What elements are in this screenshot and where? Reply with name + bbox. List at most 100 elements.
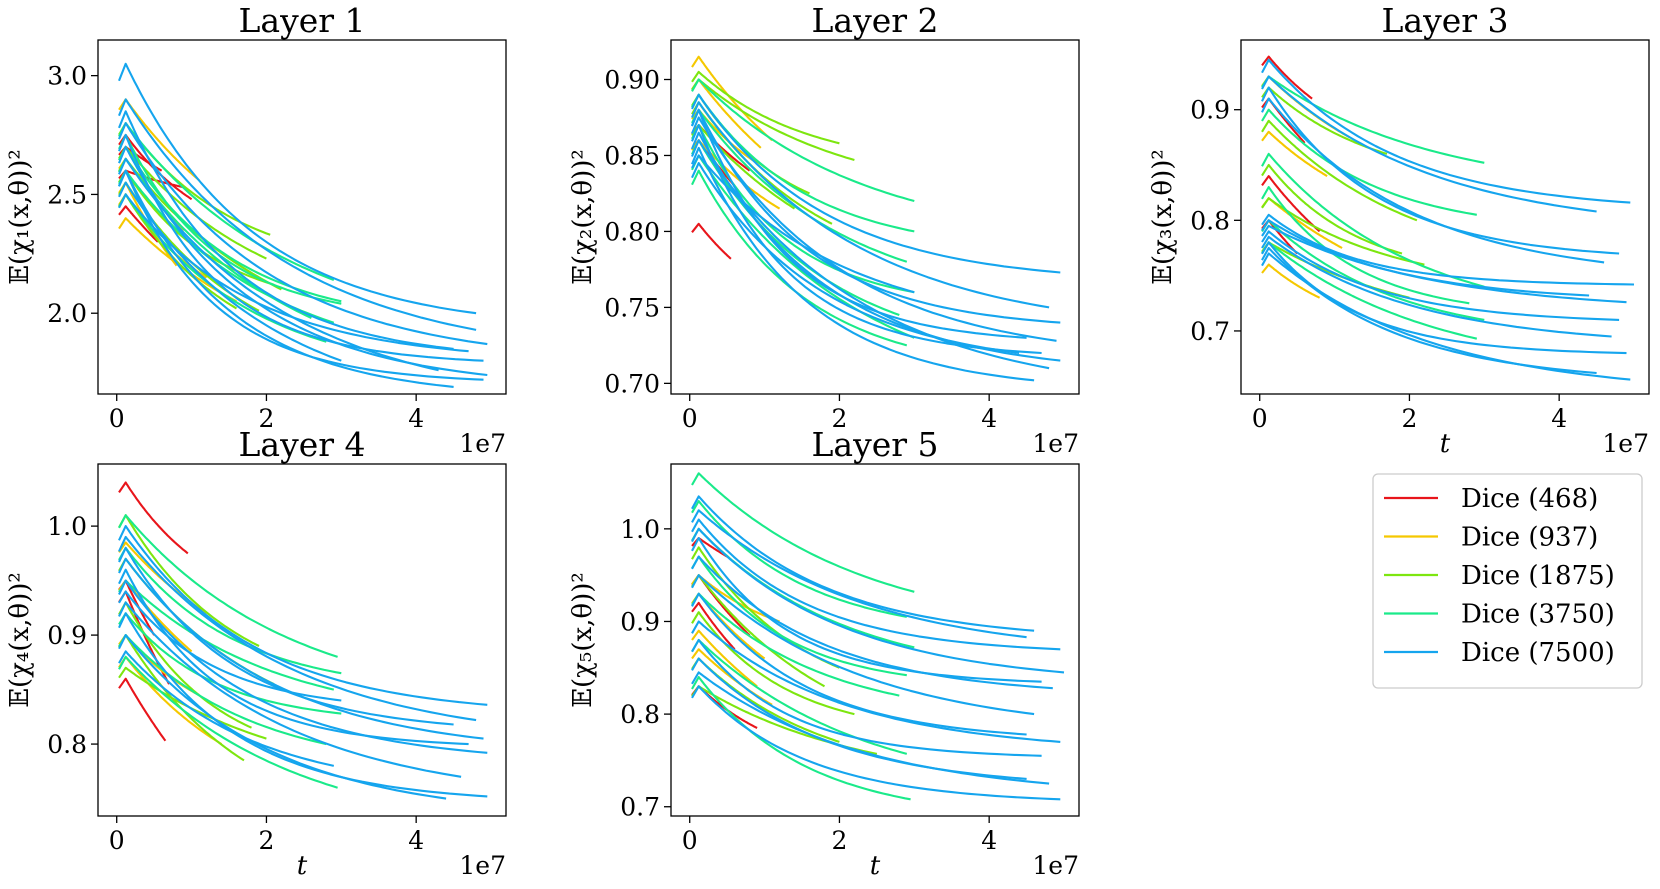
chart-title-layer-4: Layer 4: [238, 425, 365, 464]
series-line-dice-937-run-3: [1261, 130, 1328, 177]
x-tick-label: 0: [682, 826, 698, 855]
y-tick-label: 0.75: [604, 293, 660, 322]
y-tick-label: 0.80: [604, 217, 660, 246]
y-tick-label: 0.7: [620, 793, 660, 822]
lines-layer-1: [118, 62, 488, 388]
series-line-dice-7500-run-13: [691, 685, 1061, 801]
x-tick-label: 4: [981, 826, 997, 855]
series-line-dice-7500-run-9: [118, 634, 447, 800]
y-tick-label: 0.8: [620, 700, 660, 729]
legend-entry-label: Dice (1875): [1461, 561, 1615, 591]
series-line-dice-7500-run-1: [691, 93, 1061, 274]
x-tick-label: 4: [408, 404, 424, 433]
series-line-dice-7500-run-2: [691, 101, 1050, 309]
x-tick-label: 2: [1401, 404, 1417, 433]
series-line-dice-7500-run-4: [691, 527, 1065, 674]
series-line-dice-7500-run-10: [118, 169, 484, 381]
x-offset-label: 1e7: [1032, 429, 1079, 458]
series-line-dice-7500-run-10: [691, 638, 1042, 757]
series-line-dice-7500-run-9: [118, 181, 342, 362]
series-line-dice-7500-run-8: [691, 146, 1035, 382]
chart-title-layer-5: Layer 5: [811, 425, 938, 464]
series-line-dice-3750-run-3: [1261, 152, 1485, 288]
legend-entry-label: Dice (937): [1461, 523, 1598, 553]
series-line-dice-7500-run-7: [691, 139, 1050, 370]
y-tick-label: 0.9: [1190, 96, 1230, 125]
series-line-dice-7500-run-7: [118, 601, 462, 778]
series-line-dice-7500-run-5: [1261, 213, 1635, 286]
x-tick-label: 0: [109, 404, 125, 433]
series-line-dice-3750-run-7: [691, 169, 908, 347]
series-line-dice-1875-run-5: [691, 124, 796, 210]
x-tick-label: 4: [1551, 404, 1567, 433]
chart-title-layer-1: Layer 1: [238, 1, 365, 40]
y-tick-label: 2.0: [47, 299, 87, 328]
series-line-dice-7500-run-4: [118, 557, 484, 740]
series-line-dice-7500-run-3: [691, 108, 1061, 324]
series-line-dice-3750-run-2: [118, 546, 342, 675]
y-tick-label: 0.9: [47, 621, 87, 650]
series-line-dice-468-run-3: [118, 677, 167, 742]
x-tick-label: 2: [831, 404, 847, 433]
series-line-dice-7500-run-3: [691, 518, 1061, 651]
series-line-dice-3750-run-7: [691, 676, 911, 801]
chart-title-layer-3: Layer 3: [1381, 1, 1508, 40]
x-tick-label: 2: [831, 826, 847, 855]
series-line-dice-3750-run-5: [118, 634, 327, 746]
x-tick-label: 2: [258, 404, 274, 433]
series-line-dice-3750-run-6: [1261, 241, 1478, 340]
y-tick-label: 1.0: [47, 512, 87, 541]
panel-layer-2: 0 2 4 0.70 0.75 0.80 0.85 0.90 Layer 2 𝔼(χ₂(x,θ))…: [568, 1, 1080, 458]
series-line-dice-7500-run-12: [1261, 252, 1631, 381]
y-tick-label: 0.9: [620, 607, 660, 636]
series-line-dice-7500-run-12: [691, 671, 1050, 785]
y-axis-label-layer-4: 𝔼(χ₄(x,θ))²: [5, 572, 35, 708]
series-line-dice-3750-run-1: [691, 472, 915, 593]
series-line-dice-7500-run-5: [691, 537, 1042, 683]
panel-layer-3: 0 2 4 0.7 0.8 0.9 Layer 3 𝔼(χ₃(x,θ))² 1e7 t: [1148, 1, 1650, 459]
series-line-dice-468-run-3: [118, 205, 159, 243]
series-line-dice-7500-run-8: [118, 612, 488, 798]
series-line-dice-7500-run-9: [691, 154, 915, 294]
x-tick-label: 0: [109, 826, 125, 855]
x-tick-label: 0: [682, 404, 698, 433]
series-line-dice-937-run-4: [691, 629, 758, 688]
series-line-dice-7500-run-4: [118, 122, 488, 346]
series-line-dice-7500-run-11: [118, 650, 335, 767]
series-line-dice-7500-run-11: [691, 162, 1020, 355]
series-line-dice-7500-run-7: [1261, 224, 1627, 304]
series-line-dice-7500-run-1: [1261, 58, 1631, 204]
series-line-dice-1875-run-3: [691, 611, 855, 716]
x-offset-label: 1e7: [1032, 851, 1079, 880]
legend-entry-label: Dice (3750): [1461, 600, 1615, 630]
series-line-dice-7500-run-1: [118, 62, 477, 315]
series-line-dice-7500-run-9: [1261, 235, 1612, 338]
series-line-dice-7500-run-11: [118, 193, 469, 353]
y-tick-label: 0.70: [604, 369, 660, 398]
series-line-dice-7500-run-4: [691, 116, 1057, 342]
x-offset-label: 1e7: [459, 851, 506, 880]
series-line-dice-7500-run-2: [1261, 75, 1597, 213]
chart-title-layer-2: Layer 2: [811, 1, 938, 40]
series-line-dice-3750-run-4: [118, 133, 342, 305]
series-line-dice-1875-run-1: [691, 70, 840, 145]
axes-frame-layer-3: [1240, 39, 1650, 395]
x-offset-label: 1e7: [459, 429, 506, 458]
x-axis-label-layer-4: t: [297, 851, 308, 881]
panel-layer-5: 0 2 4 0.7 0.8 0.9 1.0 Layer 5 𝔼(χ₅(x,θ))² 1e7 t: [568, 425, 1080, 881]
series-line-dice-937-run-4: [118, 217, 237, 303]
series-line-dice-468-run-1: [691, 222, 732, 260]
series-line-dice-7500-run-10: [118, 590, 342, 702]
series-line-dice-7500-run-1: [118, 525, 488, 706]
series-line-dice-3750-run-4: [691, 124, 915, 294]
series-line-dice-7500-run-8: [691, 592, 1027, 736]
y-axis-label-layer-5: 𝔼(χ₅(x,θ))²: [568, 572, 598, 708]
series-line-dice-3750-run-1: [1261, 75, 1485, 164]
series-line-dice-468-run-1: [118, 481, 189, 555]
x-axis-label-layer-3: t: [1440, 429, 1451, 459]
series-line-dice-1875-run-5: [118, 666, 267, 740]
series-line-dice-3750-run-3: [691, 108, 908, 263]
series-line-dice-7500-run-7: [691, 574, 1035, 716]
y-axis-label-layer-3: 𝔼(χ₃(x,θ))²: [1148, 149, 1178, 285]
